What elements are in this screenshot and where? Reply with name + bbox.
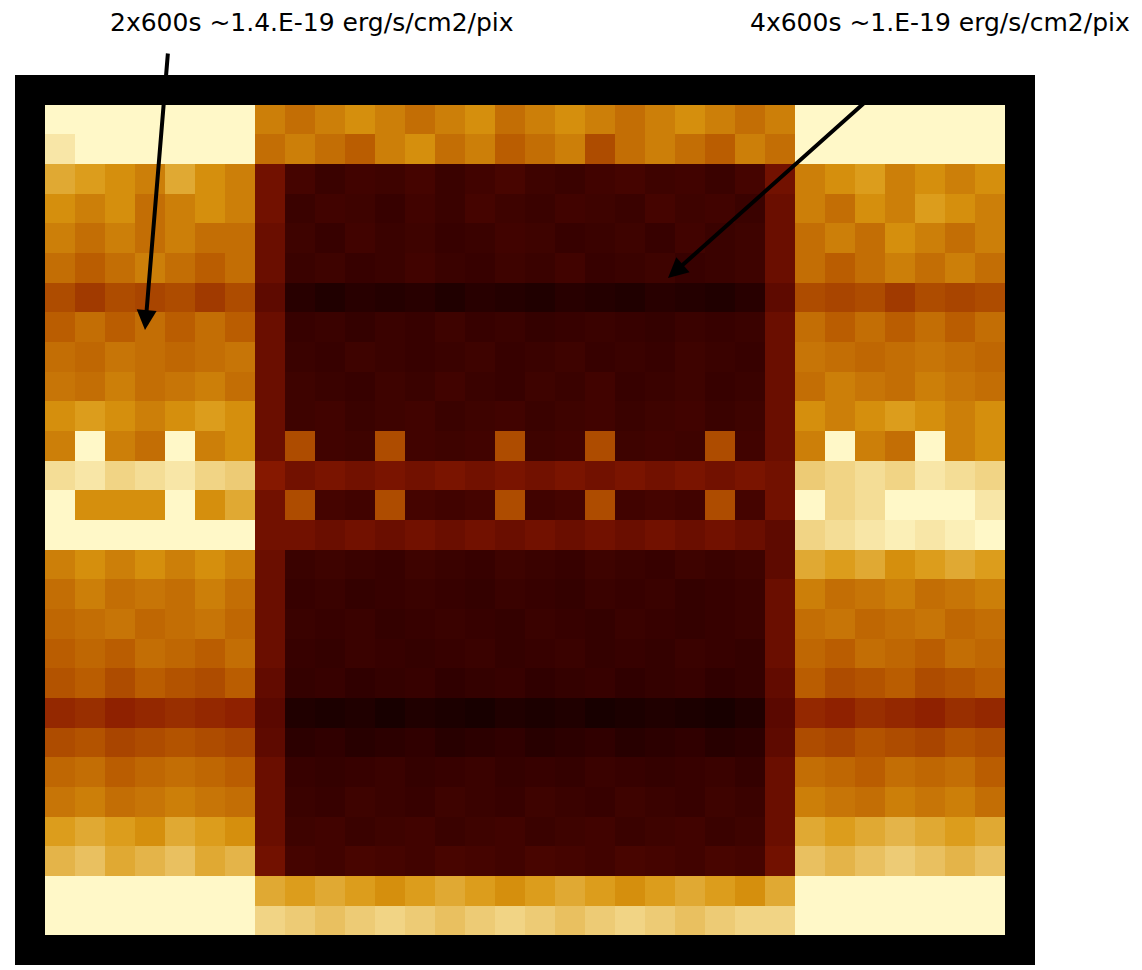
svg-text:2x600s ~1.4.E-19 erg/s/cm2/pix: 2x600s ~1.4.E-19 erg/s/cm2/pix — [110, 8, 514, 37]
svg-text:4x600s ~1.E-19 erg/s/cm2/pix: 4x600s ~1.E-19 erg/s/cm2/pix — [750, 8, 1130, 37]
